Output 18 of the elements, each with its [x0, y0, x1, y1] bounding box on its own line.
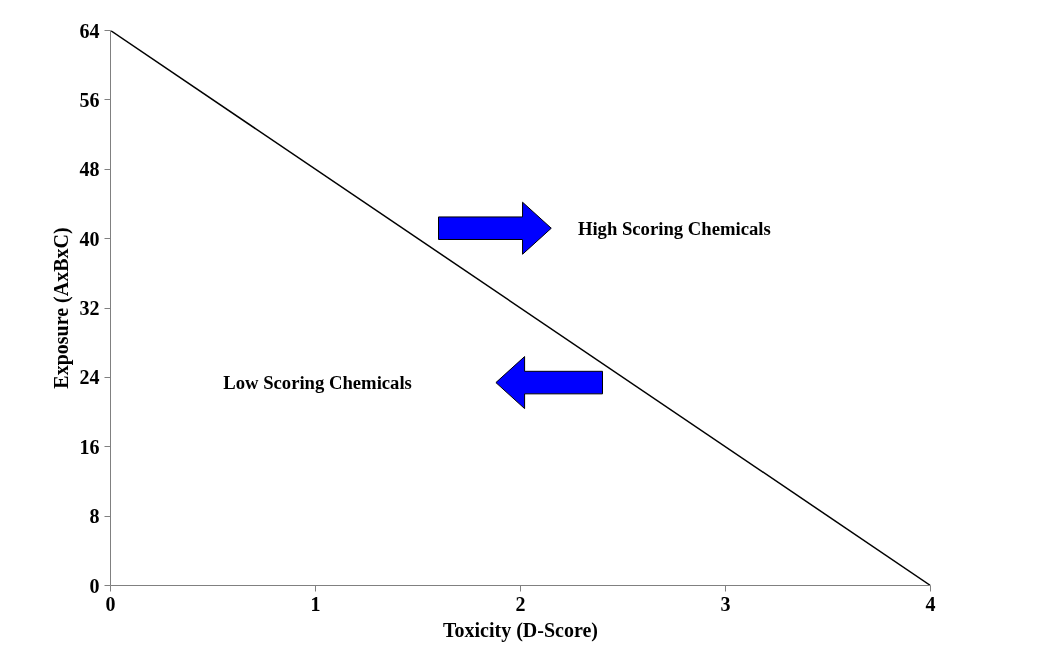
annotation: High Scoring Chemicals [577, 217, 771, 239]
x-tick-label: 1 [310, 592, 321, 615]
y-tick-label: 64 [79, 19, 100, 42]
annotation: Low Scoring Chemicals [223, 372, 412, 394]
y-tick-label: 48 [79, 158, 100, 181]
x-tick-label: 4 [925, 592, 936, 615]
y-tick-label: 8 [89, 505, 100, 528]
y-tick-label: 40 [79, 227, 100, 250]
y-tick-label: 16 [79, 435, 100, 458]
x-axis-title: Toxicity (D-Score) [443, 618, 598, 642]
y-tick-label: 0 [89, 574, 100, 597]
y-tick-label: 56 [79, 88, 100, 111]
x-tick-label: 3 [720, 592, 731, 615]
y-tick-label: 32 [79, 297, 100, 319]
y-axis-title: Exposure (AxBxC) [49, 227, 73, 389]
y-tick-label: 24 [79, 366, 100, 389]
x-tick-label: 2 [515, 592, 526, 615]
x-tick-label: 0 [105, 592, 116, 615]
